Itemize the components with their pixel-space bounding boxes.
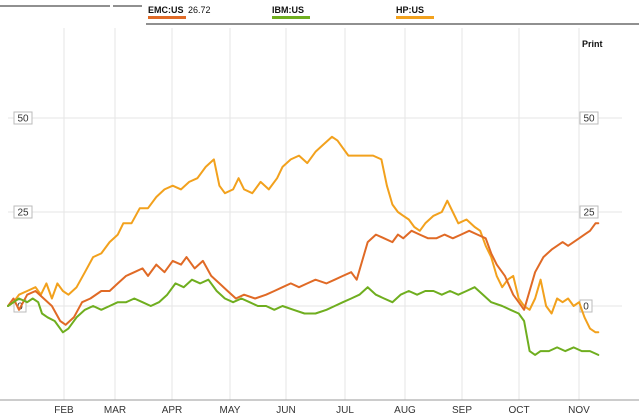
y-tick-label: 25 <box>583 208 595 219</box>
series-group <box>7 135 600 356</box>
legend-name: HP:US <box>396 5 424 15</box>
x-tick-jul: JUL <box>336 405 354 416</box>
x-axis: FEB MAR APR MAY JUN JUL AUG SEP OCT NOV <box>54 405 590 416</box>
y-tick-label: 50 <box>583 114 595 125</box>
legend-value: 26.72 <box>188 5 211 15</box>
y-tick-label: 25 <box>17 208 29 219</box>
legend-name: IBM:US <box>272 5 304 15</box>
legend-item-hp[interactable]: HP:US <box>396 5 434 19</box>
legend-swatch <box>148 16 186 19</box>
series-line-hp <box>7 135 600 334</box>
x-tick-feb: FEB <box>54 405 74 416</box>
print-button[interactable]: Print <box>582 39 603 49</box>
x-tick-nov: NOV <box>568 405 590 416</box>
grid <box>0 28 639 401</box>
legend-item-emc[interactable]: EMC:US 26.72 <box>148 5 211 19</box>
series-line-emc <box>7 222 600 326</box>
x-tick-may: MAY <box>220 405 241 416</box>
x-tick-mar: MAR <box>104 405 126 416</box>
x-tick-jun: JUN <box>276 405 295 416</box>
y-tick-label: 0 <box>583 302 589 313</box>
series-line-ibm <box>7 278 600 356</box>
y-tick-box <box>579 205 599 219</box>
legend-name: EMC:US <box>148 5 184 15</box>
y-tick-right-50: 50 <box>579 111 599 125</box>
y-tick-left-50: 50 <box>13 111 33 125</box>
y-tick-label: 50 <box>17 114 29 125</box>
y-tick-box <box>579 111 599 125</box>
y-tick-left-25: 25 <box>13 205 33 219</box>
x-tick-aug: AUG <box>394 405 416 416</box>
y-tick-right-25: 25 <box>579 205 599 219</box>
legend: EMC:US 26.72 IBM:US HP:US <box>148 5 434 19</box>
y-tick-box <box>13 205 33 219</box>
legend-swatch <box>272 16 310 19</box>
x-tick-apr: APR <box>162 405 183 416</box>
x-tick-sep: SEP <box>452 405 472 416</box>
y-tick-right-0: 0 <box>579 299 593 313</box>
legend-swatch <box>396 16 434 19</box>
legend-item-ibm[interactable]: IBM:US <box>272 5 310 19</box>
y-tick-box <box>13 111 33 125</box>
x-tick-oct: OCT <box>508 405 529 416</box>
